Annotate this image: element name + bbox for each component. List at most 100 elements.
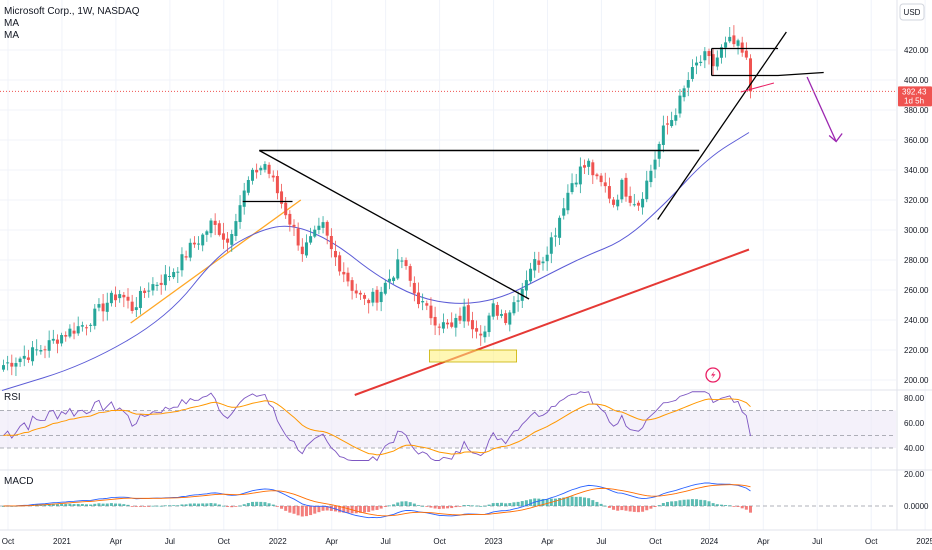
time-tick-label: Jul bbox=[165, 537, 175, 546]
candle bbox=[288, 210, 292, 232]
candle-body bbox=[653, 159, 657, 170]
candle-body bbox=[475, 328, 479, 332]
candle-body bbox=[346, 272, 350, 282]
macd-histogram-bar bbox=[126, 504, 130, 506]
macd-histogram-bar bbox=[325, 506, 329, 511]
candle bbox=[126, 288, 130, 309]
candle bbox=[255, 163, 259, 179]
candle-body bbox=[549, 237, 553, 254]
macd-histogram-bar bbox=[732, 506, 736, 507]
candle-body bbox=[325, 221, 329, 236]
candle-body bbox=[666, 123, 669, 125]
candle-body bbox=[76, 326, 80, 334]
moving-average-blue bbox=[1, 132, 750, 391]
macd-histogram-bar bbox=[375, 506, 379, 510]
macd-histogram-bar bbox=[408, 502, 412, 506]
macd-histogram-bar bbox=[603, 505, 607, 507]
candle-body bbox=[288, 213, 292, 225]
macd-histogram-bar bbox=[645, 506, 649, 511]
candle-body bbox=[226, 238, 230, 243]
candle-body bbox=[151, 284, 155, 291]
candle bbox=[383, 280, 387, 296]
candle-body bbox=[566, 192, 570, 211]
support-zone-box bbox=[429, 349, 518, 363]
candle bbox=[657, 141, 661, 167]
macd-pane[interactable] bbox=[0, 482, 896, 519]
candle bbox=[85, 324, 88, 336]
macd-histogram-bar bbox=[284, 506, 288, 511]
candle-body bbox=[85, 327, 88, 329]
rsi-line bbox=[3, 391, 751, 462]
ma-legend-1: MA bbox=[4, 18, 19, 29]
macd-histogram-bar bbox=[80, 504, 84, 506]
time-axis[interactable]: Oct 2021 Apr Jul Oct 2022 Apr Jul Oct 2023 Apr Jul O… bbox=[2, 537, 932, 546]
candle bbox=[483, 325, 487, 343]
candle bbox=[553, 227, 557, 247]
candle bbox=[267, 162, 271, 179]
candle-body bbox=[508, 312, 512, 325]
price-pane[interactable] bbox=[1, 25, 843, 396]
macd-histogram-bar bbox=[309, 506, 313, 516]
candle bbox=[325, 220, 329, 245]
macd-histogram-bar bbox=[317, 506, 321, 513]
macd-histogram-bar bbox=[703, 500, 707, 506]
candle bbox=[470, 311, 474, 339]
price-tick-label: 400.00 bbox=[904, 76, 929, 85]
candle-body bbox=[51, 338, 55, 341]
macd-tick-label: 20.00 bbox=[904, 470, 925, 479]
macd-histogram-bar bbox=[524, 500, 528, 506]
candle-body bbox=[101, 303, 105, 312]
candle-body bbox=[736, 40, 740, 46]
macd-histogram-bar bbox=[97, 503, 101, 506]
macd-histogram-bar bbox=[475, 505, 479, 507]
time-tick-label: Oct bbox=[2, 537, 15, 546]
candle-body bbox=[217, 223, 221, 235]
macd-histogram-bar bbox=[288, 506, 292, 513]
candle bbox=[371, 288, 375, 307]
candle-body bbox=[18, 358, 22, 363]
candle-body bbox=[483, 331, 487, 338]
candle bbox=[529, 262, 533, 284]
price-axis[interactable]: 200.00 220.00 240.00 260.00 280.00 300.00 320.… bbox=[904, 46, 929, 511]
currency-button[interactable]: USD bbox=[899, 3, 925, 21]
rsi-pane[interactable] bbox=[0, 391, 896, 462]
candle-body bbox=[213, 220, 217, 225]
price-tick-label: 360.00 bbox=[904, 136, 929, 145]
drawing-annotations bbox=[242, 31, 843, 363]
time-tick-label: 2021 bbox=[53, 537, 71, 546]
candle bbox=[64, 331, 68, 342]
projection-arrow bbox=[806, 76, 837, 142]
macd-histogram-bar bbox=[180, 504, 184, 506]
candle-body bbox=[728, 36, 732, 42]
candle-body bbox=[682, 88, 686, 98]
candle bbox=[711, 48, 715, 76]
macd-histogram-bar bbox=[138, 506, 142, 507]
macd-histogram-bar bbox=[300, 506, 304, 517]
candle-body bbox=[628, 195, 632, 203]
candle bbox=[607, 177, 611, 204]
rsi-tick-label: 60.00 bbox=[904, 419, 925, 428]
candle bbox=[22, 345, 26, 367]
lightning-icon[interactable] bbox=[705, 367, 721, 383]
candle bbox=[105, 292, 109, 321]
price-tag-countdown: 1d 5h bbox=[904, 96, 924, 105]
macd-histogram-bar bbox=[595, 501, 599, 506]
candle bbox=[2, 359, 5, 372]
candle-body bbox=[80, 325, 84, 327]
candle-body bbox=[313, 229, 317, 237]
candle-body bbox=[155, 284, 159, 286]
candle-body bbox=[383, 282, 387, 294]
candle-body bbox=[275, 176, 279, 194]
macd-histogram-bar bbox=[255, 501, 259, 506]
candle-body bbox=[396, 259, 400, 279]
candle bbox=[159, 274, 163, 295]
macd-histogram-bar bbox=[628, 506, 632, 512]
candle-body bbox=[512, 302, 516, 314]
candle-body bbox=[292, 224, 296, 227]
macd-histogram-bar bbox=[674, 501, 678, 506]
candle-body bbox=[209, 220, 213, 234]
time-tick-label: Apr bbox=[541, 537, 554, 546]
candle bbox=[354, 283, 358, 299]
macd-histogram-bar bbox=[483, 505, 487, 507]
macd-histogram-bar bbox=[421, 505, 425, 507]
